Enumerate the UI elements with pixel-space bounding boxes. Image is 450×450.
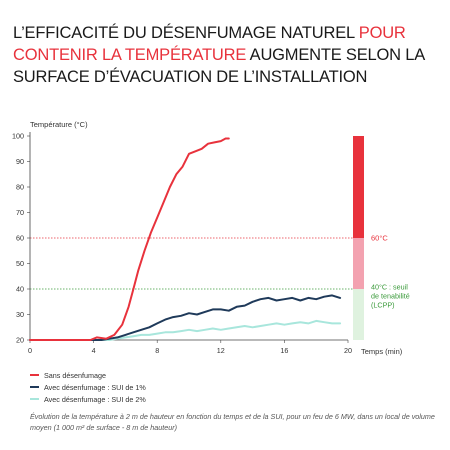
threshold-label-40-line: de tenabilité: [371, 292, 410, 301]
legend-item-sui-1: Avec désenfumage : SUI de 1%: [30, 381, 146, 393]
y-tick-label: 60: [16, 234, 24, 243]
title-part-1: L’EFFICACITÉ DU DÉSENFUMAGE NATUREL: [13, 24, 359, 42]
figure-caption: Évolution de la température à 2 m de hau…: [30, 412, 435, 432]
threshold-label-40-line: 40°C : seuil: [371, 283, 408, 292]
x-tick-label: 12: [217, 346, 225, 355]
temperature-chart: Température (°C) Temps (min) 60°C 40°C : …: [12, 120, 410, 356]
legend-swatch-navy: [30, 386, 39, 388]
x-tick-label: 16: [280, 346, 288, 355]
y-tick-label: 80: [16, 183, 24, 192]
temperature-scale-bar: [353, 136, 364, 340]
legend-label: Avec désenfumage : SUI de 1%: [44, 382, 146, 392]
x-tick-label: 4: [92, 346, 96, 355]
y-tick-label: 100: [12, 132, 24, 141]
series-line-2: [29, 319, 342, 341]
y-tick-label: 70: [16, 208, 24, 217]
threshold-label-60: 60°C: [371, 234, 388, 243]
axes: 20 30 40 50 60 70 80 90 100 0 4 8 12 16 20: [12, 132, 352, 356]
legend-item-sans-desenfumage: Sans désenfumage: [30, 369, 146, 381]
title-highlight: POUR CONTENIR LA TEMPÉRATURE: [13, 24, 406, 64]
y-tick-label: 90: [16, 157, 24, 166]
legend-label: Sans désenfumage: [44, 370, 106, 380]
scale-segment-40-60: [353, 238, 364, 289]
x-axis-label: Temps (min): [361, 347, 403, 356]
page-title: L’EFFICACITÉ DU DÉSENFUMAGE NATUREL POUR…: [13, 22, 438, 88]
x-tick-label: 0: [28, 346, 32, 355]
y-axis-label: Température (°C): [30, 120, 88, 129]
legend-swatch-mint: [30, 398, 39, 400]
legend: Sans désenfumage Avec désenfumage : SUI …: [30, 369, 146, 405]
series-line-1: [29, 294, 342, 341]
y-tick-label: 30: [16, 310, 24, 319]
threshold-label-40: 40°C : seuil de tenabilité (LCPP): [371, 283, 410, 310]
scale-segment-20-40: [353, 289, 364, 340]
y-tick-label: 20: [16, 336, 24, 345]
legend-item-sui-2: Avec désenfumage : SUI de 2%: [30, 393, 146, 405]
x-tick-label: 8: [155, 346, 159, 355]
series-line-0: [29, 137, 230, 341]
y-tick-label: 50: [16, 259, 24, 268]
x-tick-label: 20: [344, 346, 352, 355]
title-part-2: AUGMENTE SELON LA SURFACE D’ÉVACUATION D…: [13, 46, 425, 86]
threshold-label-40-line: (LCPP): [371, 301, 395, 310]
threshold-lines: 60°C 40°C : seuil de tenabilité (LCPP): [30, 234, 410, 310]
legend-label: Avec désenfumage : SUI de 2%: [44, 394, 146, 404]
scale-segment-60-100: [353, 136, 364, 238]
series-lines: [29, 137, 342, 341]
legend-swatch-red: [30, 374, 39, 376]
y-tick-label: 40: [16, 285, 24, 294]
